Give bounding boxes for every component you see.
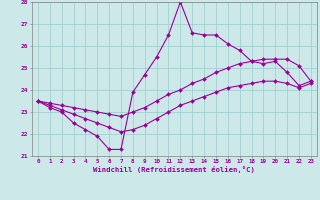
- X-axis label: Windchill (Refroidissement éolien,°C): Windchill (Refroidissement éolien,°C): [93, 166, 255, 173]
